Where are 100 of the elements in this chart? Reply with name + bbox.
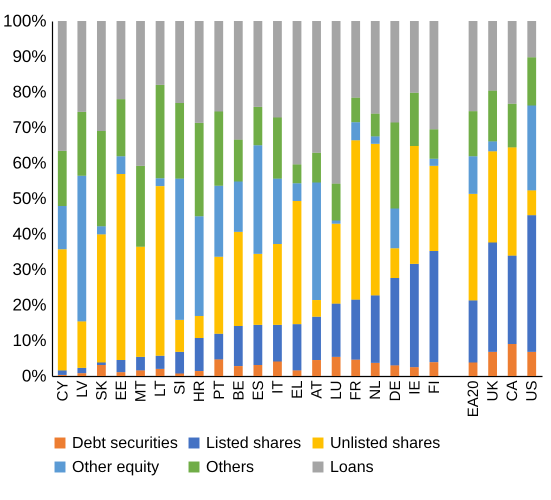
bar — [292, 21, 302, 164]
bar — [312, 360, 321, 376]
bar — [488, 21, 498, 91]
x-tick-label: FI — [426, 380, 443, 394]
bar — [156, 178, 164, 186]
bar — [410, 146, 419, 264]
bar — [527, 190, 536, 216]
bar — [214, 186, 224, 257]
y-tick-label: 30% — [12, 260, 46, 279]
x-tick-label: SK — [93, 380, 110, 401]
bar — [527, 57, 536, 106]
bar — [116, 156, 126, 174]
bar — [214, 359, 224, 376]
x-tick-label: ES — [250, 380, 267, 401]
bar — [194, 216, 204, 316]
bar — [77, 21, 86, 112]
bar — [351, 21, 360, 98]
bar — [273, 244, 282, 325]
x-tick-label: NL — [367, 380, 384, 400]
bar — [96, 234, 106, 363]
bar — [77, 368, 86, 374]
x-tick-label: LU — [328, 380, 346, 400]
bar — [508, 344, 517, 376]
bar — [234, 181, 243, 232]
bar — [312, 300, 321, 317]
bar — [370, 136, 380, 144]
bar — [468, 21, 478, 112]
bar — [332, 21, 341, 184]
bar — [410, 21, 419, 93]
bar — [468, 111, 478, 156]
bar — [370, 114, 380, 136]
bar — [332, 224, 341, 304]
bar — [253, 254, 262, 325]
x-tick-label: HR — [191, 380, 208, 402]
bar — [410, 264, 419, 368]
y-tick-label: 80% — [12, 82, 46, 102]
bar — [488, 141, 498, 152]
bar — [136, 21, 145, 166]
bar — [312, 21, 321, 153]
bar — [234, 232, 243, 326]
bar — [58, 150, 67, 206]
x-tick-label: PT — [210, 380, 228, 400]
y-tick-label: 50% — [12, 189, 46, 208]
bar — [430, 251, 438, 362]
bar — [332, 220, 341, 224]
legend-label: Debt securities — [72, 435, 178, 452]
x-tick-label: FR — [348, 380, 365, 400]
x-tick-label: EA20 — [465, 380, 482, 418]
bar — [488, 151, 498, 243]
bar — [468, 156, 478, 194]
bar — [488, 242, 498, 352]
y-tick-label: 90% — [12, 47, 46, 66]
bar — [468, 194, 478, 300]
y-tick-label: 40% — [12, 224, 46, 244]
bar — [468, 300, 478, 363]
x-tick-label: CY — [54, 380, 72, 402]
bar — [430, 166, 438, 252]
bar — [194, 122, 204, 216]
bar — [292, 183, 302, 201]
x-tick-label: LV — [74, 380, 91, 398]
bar — [430, 158, 438, 166]
bar — [508, 21, 517, 104]
bar — [292, 164, 302, 184]
bar — [273, 118, 282, 179]
x-tick-label: EL — [289, 380, 306, 399]
bar — [370, 144, 380, 296]
bar — [136, 370, 145, 376]
bar — [116, 174, 126, 360]
bar — [194, 371, 204, 376]
bar — [410, 367, 419, 376]
bar — [390, 365, 400, 376]
bar — [96, 226, 106, 234]
bar — [214, 334, 224, 360]
bar — [234, 140, 243, 182]
bar — [410, 92, 419, 146]
bar — [370, 295, 380, 363]
y-tick-label: 100% — [3, 12, 46, 30]
bar — [77, 373, 86, 376]
bar — [332, 356, 341, 376]
bar — [116, 21, 126, 100]
bar — [234, 366, 243, 376]
bar — [58, 249, 67, 370]
bar — [508, 256, 517, 344]
x-tick-label: AT — [308, 380, 326, 399]
bar — [332, 184, 341, 221]
bar — [292, 200, 302, 324]
bar — [351, 360, 360, 376]
bar — [194, 316, 204, 338]
bar — [273, 324, 282, 362]
bar — [390, 248, 400, 278]
bar — [156, 368, 164, 376]
bar — [194, 21, 204, 123]
bar — [527, 21, 536, 58]
x-tick-label: CA — [504, 380, 522, 402]
bar — [468, 362, 478, 376]
bar — [370, 362, 380, 376]
bar — [253, 324, 262, 365]
bar — [175, 178, 184, 320]
bar — [156, 356, 164, 369]
x-tick-label: LT — [152, 380, 170, 397]
